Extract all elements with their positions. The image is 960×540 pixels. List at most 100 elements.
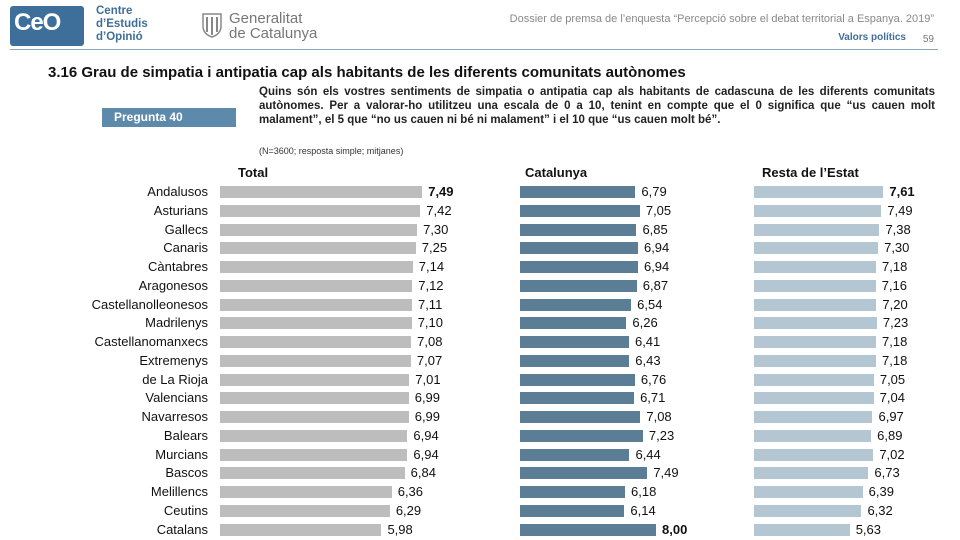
- bar: [754, 336, 877, 348]
- bar: [220, 411, 409, 423]
- category-label: Valencians: [145, 390, 208, 406]
- bar: [520, 486, 626, 498]
- data-label: 7,08: [417, 334, 443, 349]
- bar: [220, 467, 405, 480]
- data-label: 6,26: [632, 315, 658, 331]
- category-label: Navarresos: [141, 409, 208, 424]
- series-title: Resta de l’Estat: [762, 165, 859, 180]
- series-title: Total: [238, 165, 269, 180]
- category-label: Castellanolleonesos: [91, 296, 208, 312]
- bar: [520, 223, 637, 236]
- bar: [220, 336, 412, 348]
- data-label: 6,87: [642, 277, 669, 293]
- category-label: Castellanomanxecs: [94, 334, 208, 349]
- data-label: 7,49: [653, 465, 679, 481]
- data-label: 6,97: [878, 409, 904, 424]
- data-label: 5,98: [387, 521, 413, 537]
- bar: [754, 467, 869, 480]
- bar: [220, 486, 392, 498]
- bar: [220, 429, 408, 442]
- bar: [520, 261, 638, 273]
- data-label: 6,36: [397, 484, 424, 499]
- data-label: 7,20: [882, 296, 908, 312]
- bar: [220, 354, 411, 367]
- data-label: 7,25: [421, 240, 448, 256]
- data-label: 7,07: [416, 352, 443, 368]
- data-label: 6,94: [643, 240, 670, 256]
- bar: [754, 429, 872, 442]
- data-label: 7,49: [428, 184, 454, 199]
- category-label: Càntabres: [148, 259, 208, 274]
- bar: [754, 242, 879, 255]
- data-label: 6,94: [643, 259, 670, 274]
- bar: [520, 373, 635, 386]
- bar: [220, 317, 412, 330]
- data-label: 5,63: [855, 521, 882, 537]
- bar: [220, 261, 413, 273]
- page-number: 59: [922, 34, 934, 45]
- bar: [520, 448, 630, 461]
- data-label: 6,94: [413, 446, 439, 462]
- data-label: 7,02: [879, 446, 905, 462]
- data-label: 6,44: [635, 446, 661, 462]
- bar: [220, 223, 418, 236]
- data-label: 6,79: [641, 184, 667, 199]
- category-label: de La Rioja: [142, 371, 208, 387]
- category-label: Gallecs: [164, 221, 208, 237]
- bar: [520, 504, 625, 517]
- bar: [754, 486, 863, 498]
- org-name: Centre d’Estudis d’Opinió: [96, 5, 148, 44]
- data-label: 6,41: [634, 334, 661, 349]
- bar: [220, 504, 390, 517]
- org-line: d’Opinió: [96, 31, 143, 43]
- category-label: Bascos: [165, 465, 208, 481]
- bar: [754, 392, 874, 405]
- bar: [754, 373, 874, 386]
- data-label: 7,38: [885, 221, 911, 237]
- bar: [754, 317, 877, 330]
- data-label: 6,43: [635, 352, 661, 368]
- gov-line: de Catalunya: [229, 25, 318, 42]
- data-label: 7,16: [881, 277, 908, 293]
- bar: [754, 186, 884, 198]
- bar: [520, 392, 635, 405]
- bar: [520, 523, 656, 536]
- bar: [754, 204, 882, 217]
- data-label: 7,12: [418, 277, 444, 293]
- data-label: 6,89: [877, 427, 903, 443]
- bar: [754, 279, 876, 292]
- ceo-logo: [10, 6, 84, 46]
- question-badge: Pregunta 40: [102, 108, 236, 127]
- data-label: 6,85: [642, 221, 668, 237]
- bar: [220, 279, 413, 292]
- generalitat-seal-icon: [202, 13, 222, 38]
- data-label: 6,84: [410, 465, 436, 481]
- org-line: d’Estudis: [96, 18, 148, 30]
- bar: [220, 373, 410, 386]
- data-label: 6,18: [631, 484, 657, 499]
- data-label: 7,30: [423, 221, 449, 237]
- data-label: 7,04: [879, 390, 905, 406]
- bar: [754, 354, 877, 367]
- dossier-title: Dossier de premsa de l’enquesta “Percepc…: [509, 13, 934, 25]
- category-label: Catalans: [156, 521, 208, 537]
- bar: [520, 467, 648, 480]
- data-label: 6,14: [630, 502, 656, 518]
- bar: [520, 317, 627, 330]
- data-label: 7,10: [417, 315, 443, 331]
- category-label: Canaris: [163, 240, 208, 256]
- data-label: 7,05: [879, 371, 906, 387]
- category-label: Ceutins: [163, 502, 208, 518]
- data-label: 7,49: [887, 202, 913, 218]
- data-label: 6,29: [395, 502, 422, 518]
- bar: [520, 336, 629, 348]
- bar: [220, 298, 412, 311]
- ceo-logo-text: CeO: [14, 9, 61, 36]
- category-label: Extremenys: [139, 352, 208, 368]
- bar: [754, 298, 877, 311]
- data-label: 7,18: [882, 352, 908, 368]
- data-label: 6,94: [413, 427, 439, 443]
- bar: [520, 429, 643, 442]
- data-label: 7,08: [646, 409, 672, 424]
- bar: [220, 392, 409, 405]
